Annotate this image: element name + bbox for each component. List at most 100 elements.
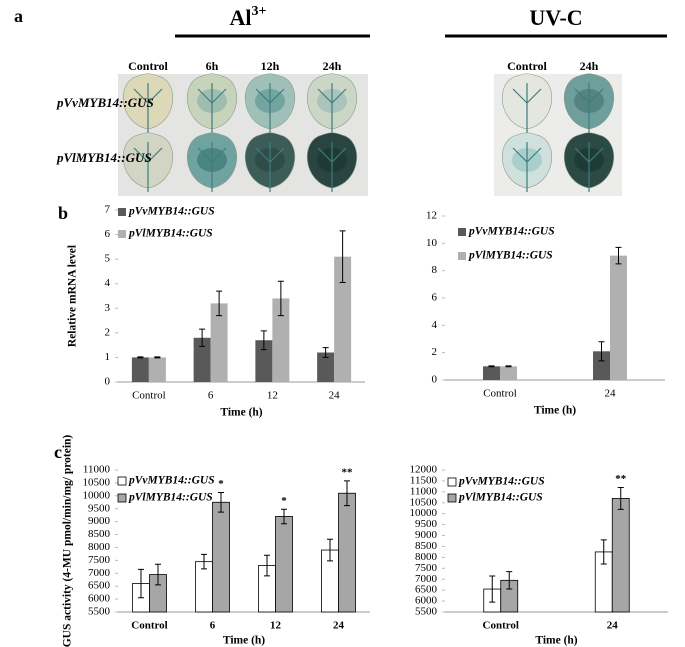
vein xyxy=(255,142,285,192)
column-label: Control xyxy=(128,59,168,73)
error-bar xyxy=(322,347,329,358)
error-bar xyxy=(344,480,350,507)
legend-swatch xyxy=(447,477,457,487)
y-tick-label: 0 xyxy=(432,374,438,386)
y-tick-label: 9000 xyxy=(415,529,438,541)
y-tick-label: 11000 xyxy=(410,485,438,497)
treatment-title: UV-C xyxy=(529,5,582,30)
x-tick-label: 24 xyxy=(607,620,619,632)
treatment-title: Al3+ xyxy=(230,4,267,30)
legend-swatch xyxy=(117,493,127,503)
row-label: pVlMYB14::GUS xyxy=(56,150,152,165)
x-axis-title: Time (h) xyxy=(534,405,576,417)
vein xyxy=(197,142,227,192)
bar xyxy=(611,497,630,613)
error-bar xyxy=(201,553,207,570)
error-bar xyxy=(155,563,161,586)
y-tick-label: 10 xyxy=(426,237,438,249)
bar xyxy=(148,357,166,382)
column-label: 24h xyxy=(580,59,599,73)
x-axis-title: Time (h) xyxy=(223,635,265,647)
vein xyxy=(133,142,163,192)
bar xyxy=(272,298,290,382)
error-bar xyxy=(277,280,284,317)
error-bar xyxy=(615,246,622,265)
significance: * xyxy=(281,495,287,507)
bar xyxy=(193,337,211,382)
legend-label: pVlMYB14::GUS xyxy=(128,492,213,504)
y-tick-label: 7000 xyxy=(88,567,111,579)
row-label: pVvMYB14::GUS xyxy=(56,95,154,110)
error-bar xyxy=(260,330,267,351)
y-tick-label: 5 xyxy=(105,253,111,265)
x-axis-title: Time (h) xyxy=(220,407,262,419)
y-tick-label: 3 xyxy=(105,302,111,314)
legend-swatch xyxy=(117,476,127,486)
x-tick-label: 6 xyxy=(208,390,214,402)
y-tick-label: 8500 xyxy=(415,540,438,552)
vein xyxy=(512,142,542,192)
vein xyxy=(317,142,347,192)
x-tick-label: 6 xyxy=(210,620,216,632)
error-bar xyxy=(505,365,512,368)
bar xyxy=(131,357,149,382)
y-tick-label: 6 xyxy=(105,228,111,240)
bar xyxy=(255,340,273,382)
error-bar xyxy=(216,290,223,317)
y-tick-label: 10500 xyxy=(83,476,111,488)
error-bar xyxy=(137,356,144,359)
column-label: 12h xyxy=(261,59,280,73)
column-label: 24h xyxy=(323,59,342,73)
y-tick-label: 6500 xyxy=(88,580,111,592)
y-tick-label: 11500 xyxy=(410,474,438,486)
panel-letter: c xyxy=(54,442,62,462)
column-label: 6h xyxy=(206,59,219,73)
significance: ** xyxy=(615,473,627,485)
bar xyxy=(334,256,352,382)
x-tick-label: 24 xyxy=(329,390,341,402)
y-tick-label: 5500 xyxy=(415,606,438,618)
y-tick-label: 10500 xyxy=(410,496,438,508)
superscript: 3+ xyxy=(252,4,267,19)
bar xyxy=(593,351,610,380)
x-tick-label: Control xyxy=(483,620,519,632)
y-tick-label: 5500 xyxy=(88,606,111,618)
y-tick-label: 0 xyxy=(105,376,111,388)
bar xyxy=(212,501,230,613)
title: Al xyxy=(230,5,252,30)
legend-swatch xyxy=(447,493,457,503)
y-tick-label: 6000 xyxy=(88,593,111,605)
legend-label: pVlMYB14::GUS xyxy=(128,228,213,240)
y-tick-label: 7000 xyxy=(415,573,438,585)
vein xyxy=(197,83,227,133)
y-tick-label: 6 xyxy=(432,292,438,304)
error-bar xyxy=(264,554,270,577)
y-tick-label: 10000 xyxy=(410,507,438,519)
y-tick-label: 9500 xyxy=(415,518,438,530)
x-tick-label: 12 xyxy=(270,620,282,632)
column-label: Control xyxy=(507,59,547,73)
x-tick-label: 24 xyxy=(333,620,345,632)
error-bar xyxy=(218,491,224,513)
y-tick-label: 4 xyxy=(432,319,438,331)
error-bar xyxy=(199,328,206,347)
x-tick-label: Control xyxy=(131,620,167,632)
legend-swatch xyxy=(118,208,126,216)
vein xyxy=(255,83,285,133)
bar xyxy=(500,366,517,380)
error-bar xyxy=(488,365,495,368)
error-bar xyxy=(327,538,333,562)
error-bar xyxy=(506,571,513,590)
y-tick-label: 12 xyxy=(426,210,437,222)
y-tick-label: 8000 xyxy=(415,551,438,563)
error-bar xyxy=(489,575,496,603)
bar xyxy=(317,352,335,382)
panel-letter: b xyxy=(58,203,68,223)
x-axis-title: Time (h) xyxy=(535,635,577,647)
legend-label: pVvMYB14::GUS xyxy=(468,226,555,238)
y-axis-title: Relative mRNA level xyxy=(67,245,79,347)
y-tick-label: 2 xyxy=(432,346,438,358)
y-tick-label: 9500 xyxy=(88,502,111,514)
significance: ** xyxy=(342,466,354,478)
